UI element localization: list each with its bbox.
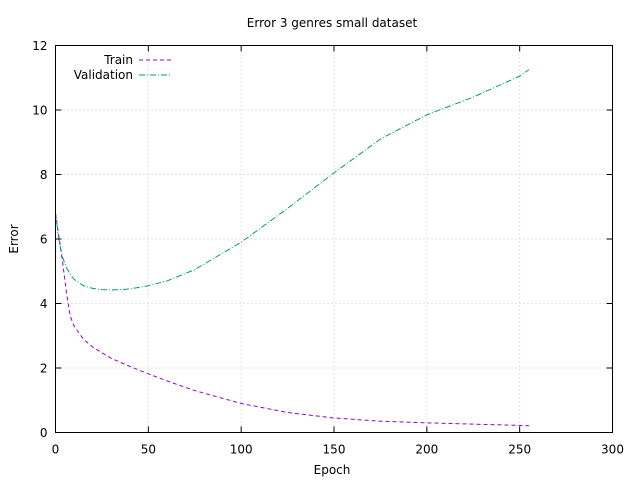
legend-label-train: Train xyxy=(103,53,133,67)
x-tick-label: 50 xyxy=(141,443,156,457)
y-tick-label: 0 xyxy=(40,426,48,440)
x-tick-label: 0 xyxy=(52,443,60,457)
axis-ticks: 0 50 100 150 200 250 300 0 2 4 6 8 10 12 xyxy=(32,39,624,457)
x-axis-label: Epoch xyxy=(314,463,351,477)
x-tick-label: 150 xyxy=(323,443,346,457)
series-layer xyxy=(55,69,530,427)
y-tick-label: 4 xyxy=(40,297,48,311)
x-tick-label: 300 xyxy=(601,443,624,457)
y-tick-label: 12 xyxy=(32,39,47,53)
y-tick-label: 8 xyxy=(40,168,48,182)
x-tick-label: 100 xyxy=(230,443,253,457)
series-line-validation xyxy=(55,69,530,291)
x-tick-label: 200 xyxy=(415,443,438,457)
series-line-train xyxy=(55,213,529,427)
y-tick-label: 10 xyxy=(32,104,47,118)
x-tick-label: 250 xyxy=(508,443,531,457)
grid xyxy=(55,45,613,433)
y-tick-label: 2 xyxy=(40,362,48,376)
y-tick-label: 6 xyxy=(40,233,48,247)
y-axis-label: Error xyxy=(7,224,21,253)
legend-label-validation: Validation xyxy=(74,68,133,82)
chart-title: Error 3 genres small dataset xyxy=(247,16,418,30)
